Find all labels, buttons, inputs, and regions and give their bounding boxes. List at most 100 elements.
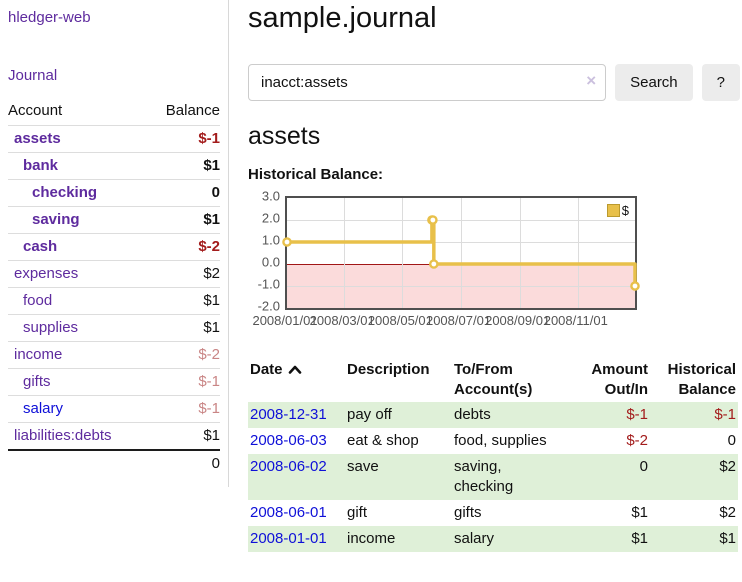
x-tick-label: 2008/05/01 [367, 313, 433, 328]
app-brand-link[interactable]: hledger-web [8, 9, 91, 26]
data-point [429, 259, 439, 269]
accounts-total-row: 0 [8, 449, 220, 477]
data-point [282, 237, 292, 247]
transaction-description: save [347, 458, 379, 475]
search-form: × Search ? [248, 64, 740, 101]
transaction-row: 2008-06-02 save saving, checking 0 $2 [248, 454, 738, 500]
gridline [344, 198, 346, 308]
account-balance: $-1 [147, 395, 220, 423]
register-table: Date Description To/From Account(s) Amou… [248, 358, 738, 552]
account-link[interactable]: gifts [23, 373, 51, 390]
x-tick-label: 2008/11/01 [543, 313, 608, 328]
account-heading: assets [248, 122, 321, 150]
account-link[interactable]: food [23, 292, 53, 309]
transaction-balance: $2 [719, 504, 736, 521]
gridline [577, 198, 579, 308]
series-line [287, 218, 637, 286]
transaction-amount: $-1 [626, 406, 648, 423]
transaction-amount: $1 [631, 504, 648, 521]
sidebar-item-journal[interactable]: Journal [8, 67, 58, 84]
help-button[interactable]: ? [701, 64, 740, 101]
gridline [460, 198, 462, 308]
search-box: × [248, 64, 607, 101]
account-row: checking 0 [8, 179, 220, 207]
transaction-date-link[interactable]: 2008-06-02 [250, 458, 327, 475]
account-balance: 0 [147, 179, 220, 207]
accounts-table: Account Balance assets $-1 bank $1 checking 0… [8, 97, 220, 477]
transaction-row: 2008-12-31 pay off debts $-1 $-1 [248, 402, 738, 428]
search-input[interactable] [248, 64, 607, 101]
x-tick-label: 2008/01/01 [252, 313, 318, 328]
account-row: assets $-1 [8, 125, 220, 153]
account-link[interactable]: cash [23, 238, 58, 255]
register-col-accounts: To/From Account(s) [454, 361, 533, 398]
transaction-row: 2008-06-03 eat & shop food, supplies $-2 0 [248, 428, 738, 454]
gridline [402, 198, 404, 308]
account-balance: $-2 [147, 233, 220, 261]
transaction-row: 2008-01-01 income salary $1 $1 [248, 526, 738, 552]
account-link[interactable]: liabilities:debts [14, 427, 112, 444]
account-balance: $1 [147, 287, 220, 315]
transaction-accounts: salary [454, 530, 495, 547]
transaction-amount: 0 [639, 458, 648, 475]
transaction-date-cell: 2008-12-31 [248, 402, 345, 428]
account-row: supplies $1 [8, 314, 220, 342]
account-balance: $2 [147, 260, 220, 288]
account-balance: $1 [147, 422, 220, 450]
account-link[interactable]: bank [23, 157, 59, 174]
transaction-accounts: saving, checking [454, 458, 514, 495]
transaction-row: 2008-06-01 gift gifts $1 $2 [248, 500, 738, 526]
account-link[interactable]: supplies [23, 319, 79, 336]
account-link[interactable]: checking [32, 184, 98, 201]
account-row: liabilities:debts $1 [8, 422, 220, 450]
y-tick-label: 3.0 [261, 188, 280, 204]
transaction-amount: $-2 [626, 432, 648, 449]
account-link[interactable]: salary [23, 400, 64, 417]
y-tick-label: 0.0 [261, 254, 280, 270]
transaction-balance: 0 [727, 432, 736, 449]
account-link[interactable]: expenses [14, 265, 79, 282]
transaction-date-link[interactable]: 2008-06-01 [250, 504, 327, 521]
account-balance: $1 [147, 206, 220, 234]
transaction-balance: $-1 [714, 406, 736, 423]
transaction-date-cell: 2008-01-01 [248, 526, 345, 552]
account-balance: $-1 [147, 125, 220, 153]
transaction-description: eat & shop [347, 432, 419, 449]
page-title: sample.journal [248, 2, 437, 34]
transaction-accounts: debts [454, 406, 491, 423]
register-col-date[interactable]: Date [248, 358, 345, 402]
register-header-row: Date Description To/From Account(s) Amou… [248, 358, 738, 402]
account-link[interactable]: saving [32, 211, 80, 228]
transaction-balance: $2 [719, 458, 736, 475]
accounts-col-account: Account [8, 102, 63, 119]
transaction-accounts: gifts [454, 504, 482, 521]
x-tick-label: 2008/03/01 [309, 313, 375, 328]
account-row: cash $-2 [8, 233, 220, 261]
chart-legend: $ [603, 201, 632, 220]
gridline [519, 198, 521, 308]
clear-search-icon[interactable]: × [586, 71, 597, 90]
y-tick-label: 2.0 [261, 210, 280, 226]
balance-series [282, 215, 640, 291]
account-balance: $1 [147, 314, 220, 342]
account-row: income $-2 [8, 341, 220, 369]
legend-label: $ [621, 203, 629, 218]
account-balance: $-1 [147, 368, 220, 396]
accounts-total-value: 0 [147, 449, 220, 477]
sort-ascending-icon [288, 365, 301, 374]
y-tick-label: 1.0 [261, 232, 280, 248]
transaction-accounts: food, supplies [454, 432, 547, 449]
search-button[interactable]: Search [615, 64, 693, 101]
transaction-description: pay off [347, 406, 392, 423]
transaction-date-link[interactable]: 2008-01-01 [250, 530, 327, 547]
y-tick-label: -1.0 [257, 276, 280, 292]
transaction-date-cell: 2008-06-03 [248, 428, 345, 454]
transaction-date-link[interactable]: 2008-12-31 [250, 406, 327, 423]
chart-title: Historical Balance: [248, 166, 384, 183]
transaction-balance: $1 [719, 530, 736, 547]
account-link[interactable]: assets [14, 130, 61, 147]
account-row: salary $-1 [8, 395, 220, 423]
transaction-date-link[interactable]: 2008-06-03 [250, 432, 327, 449]
account-link[interactable]: income [14, 346, 63, 363]
y-tick-label: -2.0 [257, 298, 280, 314]
